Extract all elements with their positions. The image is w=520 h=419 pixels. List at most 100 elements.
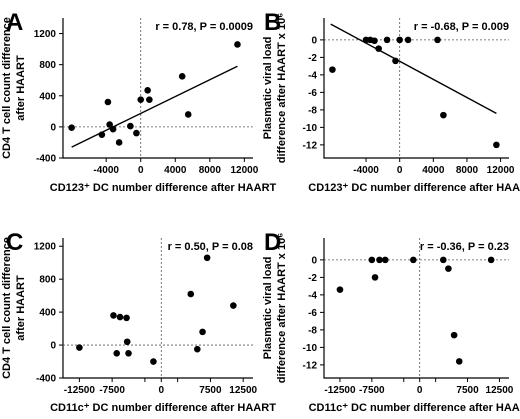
data-point [144, 87, 151, 94]
x-tick-label: 12000 [487, 165, 515, 176]
data-point [98, 131, 106, 138]
axes-frame [323, 18, 509, 159]
y-tick-label: -8 [308, 105, 317, 116]
x-tick-label: 4000 [422, 165, 445, 176]
y-tick-label: -12 [303, 360, 318, 371]
y-tick-label: 1200 [34, 242, 57, 253]
y-tick-label: -2 [308, 273, 317, 284]
y-tick-label: 0 [50, 122, 56, 133]
data-point [199, 328, 206, 336]
data-point [116, 313, 124, 321]
x-tick-label: 0 [417, 385, 423, 396]
y-axis-title: Plasmatic viral load [262, 257, 274, 360]
data-point [125, 349, 132, 357]
data-point [392, 57, 399, 65]
x-tick-label: 4000 [164, 165, 187, 176]
correlation-annotation: r = 0.78, P = 0.0009 [155, 21, 253, 33]
correlation-annotation: r = -0.68, P = 0.009 [414, 21, 509, 33]
data-point [439, 256, 447, 264]
y-tick-label: 400 [39, 308, 56, 319]
y-tick-label: -6 [308, 88, 317, 99]
panel-letter: A [6, 9, 23, 36]
data-point [115, 139, 123, 146]
data-point [109, 125, 117, 133]
panel-a: A-4000 0 4000 8000 12000-40004008001200CD123… [1, 9, 277, 194]
y-axis-title: difference after HAART x 10⁶ [276, 233, 288, 384]
x-axis-title: CD11c⁺ DC number difference after HAART [50, 402, 276, 414]
x-tick-label: 0 [138, 165, 144, 176]
panel-letter: B [264, 9, 281, 36]
x-tick-label: -12500 [324, 385, 356, 396]
data-point [368, 256, 376, 264]
y-tick-label: -12 [303, 140, 318, 151]
data-point [434, 36, 441, 44]
y-axis-title: after HAART [15, 55, 27, 121]
data-point [150, 358, 157, 365]
data-point [410, 256, 417, 264]
data-point [493, 141, 500, 149]
data-point [371, 37, 378, 45]
data-point [76, 344, 83, 351]
data-point [396, 36, 403, 44]
panel-c: C -12500 -7500 0 7500 12500 -400 0 400 800 1200 CD1… [1, 229, 276, 414]
x-tick-label: 0 [397, 165, 403, 176]
y-axis-title: after HAART [15, 275, 27, 341]
y-tick-label: 0 [50, 341, 56, 352]
x-tick-label: 12000 [230, 165, 258, 176]
data-point [381, 256, 389, 264]
data-point [404, 36, 412, 44]
x-tick-label: 7500 [456, 385, 479, 396]
x-tick-label: 8000 [199, 165, 222, 176]
data-point [68, 124, 75, 131]
panel-letter: C [6, 229, 23, 256]
data-point [194, 345, 201, 353]
data-point [487, 256, 495, 264]
y-tick-label: 0 [311, 255, 317, 266]
data-point [184, 111, 192, 118]
x-tick-label: 7500 [199, 385, 222, 396]
data-point [106, 121, 113, 128]
x-tick-label: 8000 [456, 165, 479, 176]
x-tick-label: -4000 [353, 165, 379, 176]
data-point [376, 256, 383, 264]
data-point [336, 286, 344, 293]
data-point [104, 98, 112, 106]
data-point [375, 45, 382, 52]
data-point [178, 73, 186, 80]
correlation-annotation: r = 0.50, P = 0.08 [168, 241, 253, 253]
data-point [187, 290, 195, 298]
y-tick-label: -2 [308, 53, 317, 64]
axes-frame [62, 238, 253, 379]
x-tick-label: -7500 [99, 385, 125, 396]
panel-b: B -4000 0 4000 8000 12000 0 -2 -4 -6 -8 -10 -12 CD123… [262, 9, 520, 194]
y-tick-label: -400 [36, 374, 56, 385]
data-point [455, 358, 463, 365]
y-axis-title: CD4 T cell count difference [1, 237, 13, 379]
data-point [110, 312, 117, 319]
x-tick-label: -12500 [64, 385, 96, 396]
data-point [371, 274, 379, 281]
x-tick-label: 12500 [229, 385, 257, 396]
data-point [445, 265, 452, 272]
data-point [123, 314, 130, 322]
y-tick-label: -6 [308, 308, 317, 319]
data-point [146, 96, 153, 103]
data-point [123, 338, 131, 346]
y-tick-label: 1200 [34, 29, 57, 40]
data-point [440, 111, 447, 119]
data-point [133, 129, 140, 137]
data-point [234, 41, 241, 48]
x-tick-label: -4000 [93, 165, 119, 176]
regression-line [71, 65, 238, 148]
panel-letter: D [264, 229, 281, 256]
panel-d: D -12500 -7500 0 7500 12500 0 -2 -4 -6 -8 -10 -12 CD1… [262, 229, 520, 414]
x-axis-title: CD11c⁺ DC number difference after HAART [309, 402, 520, 414]
correlation-annotation: r = -0.36, P = 0.23 [420, 241, 509, 253]
data-point [137, 96, 145, 103]
data-point [383, 36, 391, 44]
y-tick-label: -4 [308, 70, 317, 81]
data-point [203, 254, 211, 262]
y-tick-label: 800 [39, 275, 56, 286]
x-axis-title: CD123⁺ DC number difference after HAART [308, 182, 520, 194]
